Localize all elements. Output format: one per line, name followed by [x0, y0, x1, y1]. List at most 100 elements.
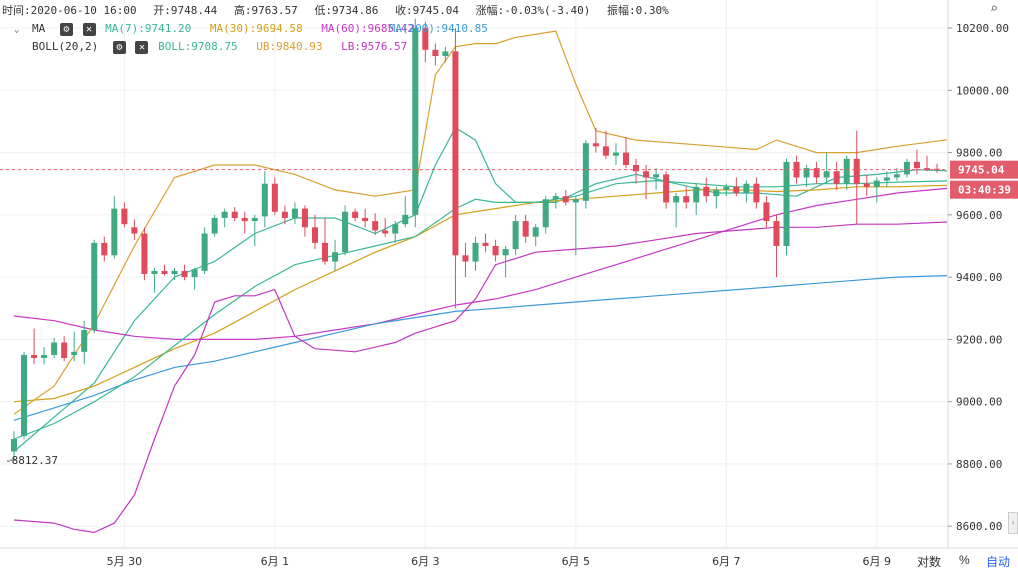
candle	[542, 196, 549, 234]
auto-scale-button[interactable]: 自动	[986, 555, 1011, 569]
candle	[151, 267, 158, 293]
search-icon[interactable]: ⌕	[989, 1, 999, 17]
candle	[602, 130, 609, 159]
candle	[793, 155, 800, 184]
candle	[733, 177, 740, 197]
candle-body	[643, 171, 650, 178]
price-axis-background	[948, 0, 1018, 574]
countdown-badge	[950, 180, 1018, 199]
boll-settings-gear-icon[interactable]: ⚙	[112, 40, 126, 54]
candle	[622, 137, 629, 169]
candle-body	[372, 221, 379, 231]
candle	[482, 233, 489, 253]
candle	[743, 180, 750, 203]
candle-body	[261, 183, 268, 217]
candle-body	[763, 202, 770, 222]
price-tick-label: 8600.00	[956, 520, 1002, 533]
indicator-lines-layer	[13, 30, 948, 534]
candle-body	[693, 186, 700, 203]
candle	[562, 189, 569, 206]
ohlc-header: 时间:2020-06-10 16:00 开:9748.44 高:9763.57 …	[2, 2, 679, 20]
candle	[843, 155, 850, 190]
series-line-ub	[13, 30, 948, 415]
ma200-value: MA(200):9410.85	[388, 22, 488, 35]
ma7-value: MA(7):9741.20	[105, 22, 192, 35]
candle-body	[472, 242, 479, 262]
candle	[311, 214, 318, 250]
candle	[663, 171, 670, 209]
ma-indicator-row: ⌄ MA ⚙ ✕ MA(7):9741.20 MA(30):9694.58 MA…	[14, 20, 500, 38]
candle-body	[442, 51, 449, 57]
candle	[693, 183, 700, 215]
candle	[231, 207, 238, 222]
low-label: 低:9734.86	[314, 4, 379, 17]
candle-body	[793, 161, 800, 178]
candle	[442, 46, 449, 63]
candle	[51, 337, 58, 359]
candle	[522, 214, 529, 243]
ma30-value: MA(30):9694.58	[209, 22, 303, 35]
candle	[853, 130, 860, 225]
candle	[372, 213, 379, 236]
boll-lb-value: LB:9576.57	[341, 40, 408, 53]
candle-body	[803, 168, 810, 178]
candle	[362, 208, 369, 228]
open-label: 开:9748.44	[153, 4, 218, 17]
candles-layer	[10, 18, 941, 461]
time-tick-label: 6月 7	[712, 555, 741, 568]
close-label: 收:9745.04	[395, 4, 460, 17]
candle	[31, 328, 38, 365]
candle-body	[833, 171, 840, 184]
candle-body	[281, 211, 288, 218]
collapse-caret-icon[interactable]: ⌄	[14, 25, 20, 35]
boll-remove-close-icon[interactable]: ✕	[135, 40, 149, 54]
candle	[633, 158, 640, 184]
last-price-label: 9745.04	[958, 164, 1005, 177]
candle-body	[322, 242, 329, 262]
series-line-ma-60	[13, 187, 948, 340]
candle-body	[853, 158, 860, 184]
candle	[923, 155, 930, 172]
candle	[61, 336, 68, 362]
candle	[813, 161, 820, 184]
high-label: 高:9763.57	[233, 4, 298, 17]
candle	[81, 320, 88, 365]
countdown-label: 03:40:39	[958, 184, 1011, 197]
candle	[673, 193, 680, 228]
candle	[472, 236, 479, 271]
scroll-right-handle[interactable]: ›	[1008, 512, 1018, 534]
candle-body	[342, 211, 349, 253]
candle-body	[221, 211, 228, 218]
candle	[291, 202, 298, 225]
candle	[121, 202, 128, 228]
candle-body	[251, 217, 258, 222]
percent-scale-button[interactable]: %	[959, 553, 970, 567]
candle-body	[542, 199, 549, 228]
candle	[422, 21, 429, 63]
boll-indicator-row: BOLL(20,2) ⚙ ✕ BOLL:9708.75 UB:9840.93 L…	[32, 38, 419, 56]
candle-body	[753, 183, 760, 203]
candle-body	[723, 186, 730, 190]
series-line-boll	[13, 179, 948, 440]
candle-body	[622, 152, 629, 166]
candle-body	[291, 208, 298, 218]
low-marker-label: -8812.37	[5, 454, 58, 467]
candle	[703, 177, 710, 203]
candle	[512, 214, 519, 256]
boll-mid-value: BOLL:9708.75	[158, 40, 238, 53]
log-scale-button[interactable]: 对数	[917, 555, 942, 569]
candle-body	[422, 28, 429, 50]
series-line-ma-200	[13, 275, 948, 421]
candle	[161, 264, 168, 276]
time-tick-label: 5月 30	[107, 555, 143, 568]
series-line-ma-30	[13, 184, 948, 403]
candle	[41, 347, 48, 365]
ma-settings-gear-icon[interactable]: ⚙	[59, 22, 73, 36]
ma-remove-close-icon[interactable]: ✕	[82, 22, 96, 36]
time-tick-label: 6月 1	[261, 555, 290, 568]
candle-body	[733, 186, 740, 194]
candle	[392, 221, 399, 243]
candle	[111, 196, 118, 259]
